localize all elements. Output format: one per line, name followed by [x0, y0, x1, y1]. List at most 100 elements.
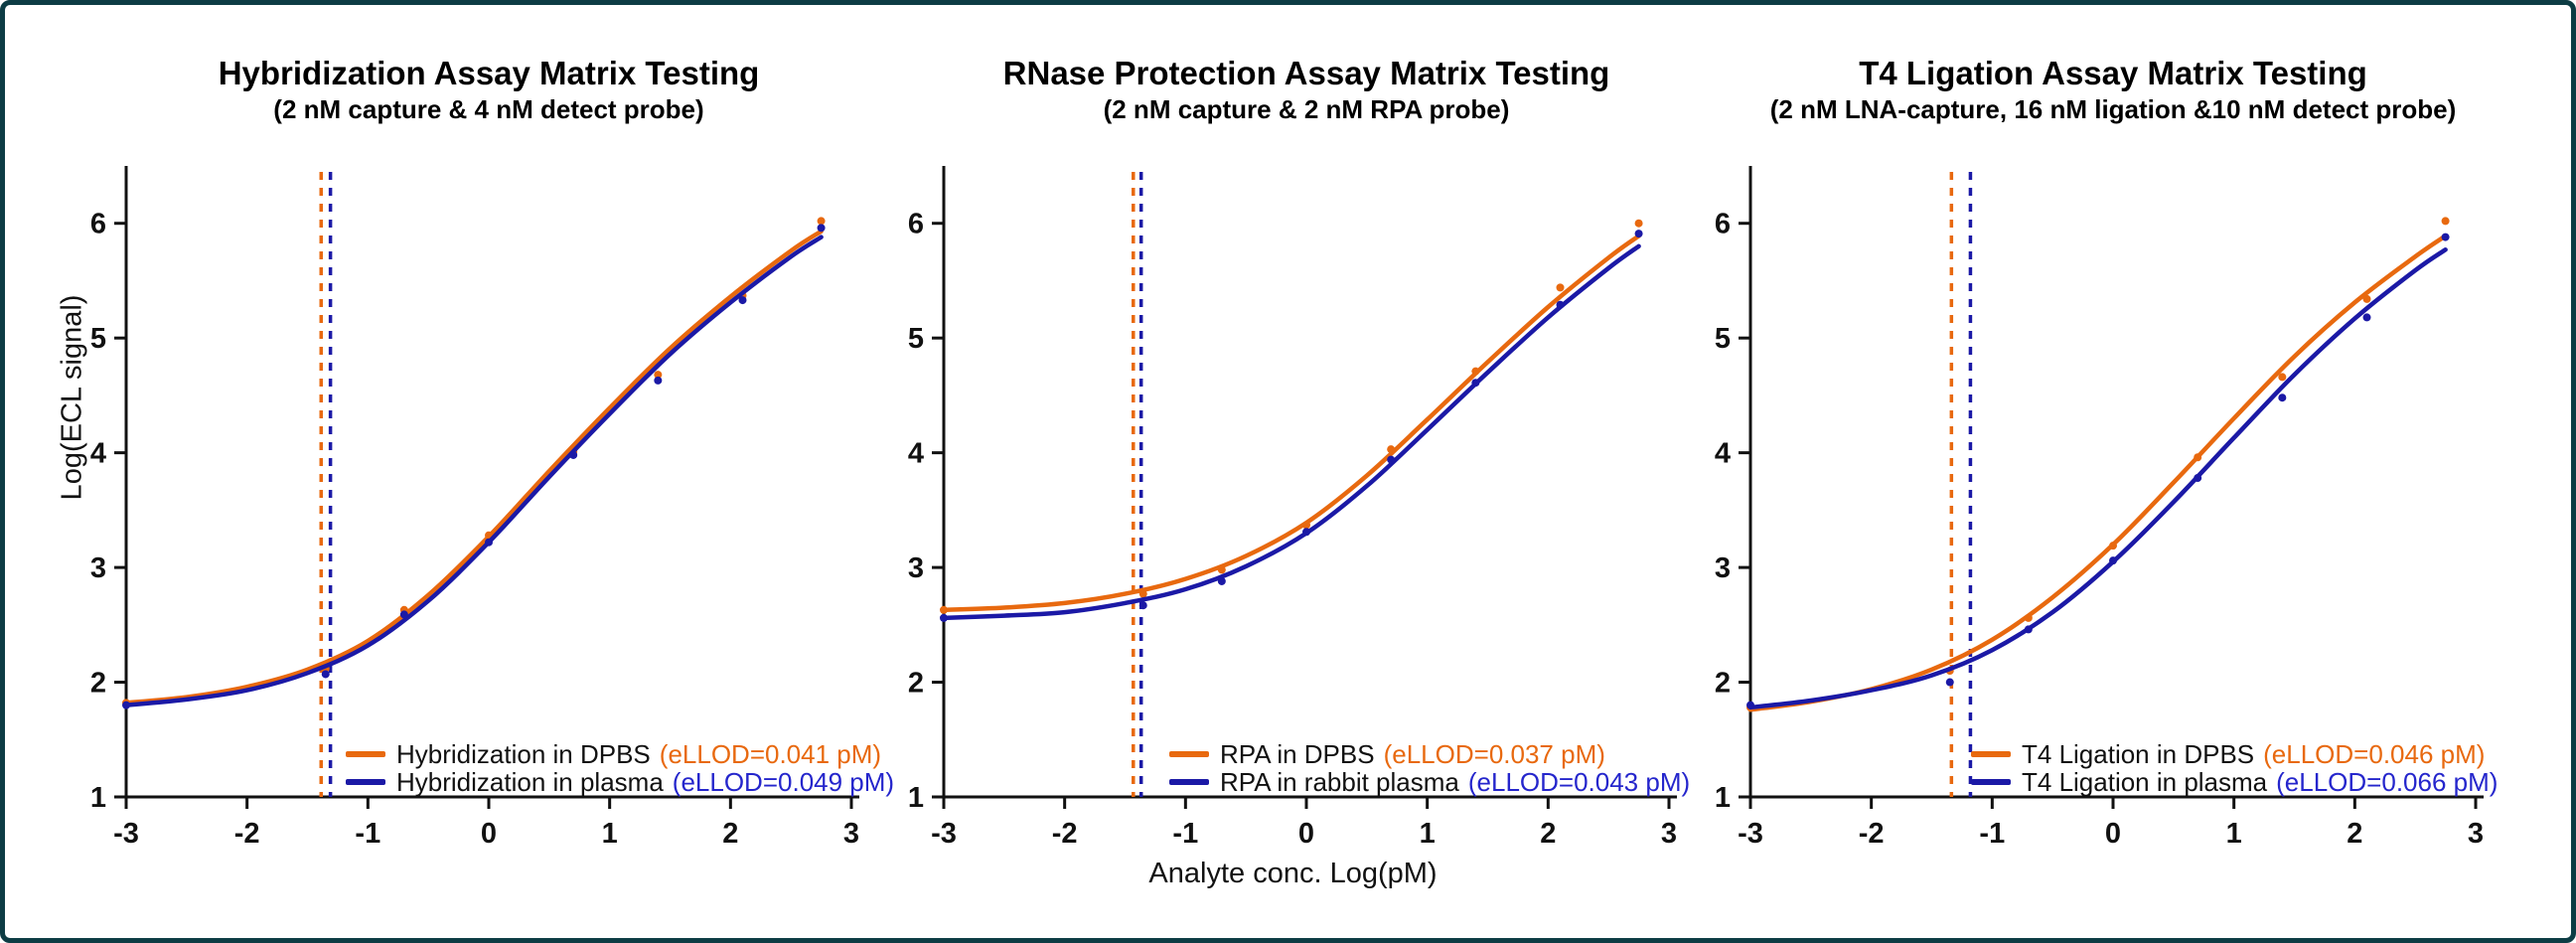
legend-series-name: RPA in rabbit plasma: [1220, 766, 1459, 797]
panel-subtitle: (2 nM LNA-capture, 16 nM ligation &10 nM…: [1769, 93, 2457, 124]
plasma-line-swatch: [1971, 779, 2011, 785]
legend-item-dpbs: Hybridization in DPBS (eLLOD=0.041 pM): [346, 738, 894, 769]
data-point-dpbs: [2024, 613, 2033, 622]
data-point-plasma: [654, 376, 663, 385]
assay-dose-response-plots-svg: -3 -2 -1 0 1 2 3 1 2 3 4 5 6 -3 -2 -1 0 1 2 3 1 2 3 4 5 6 -3 -2 -1 0 1…: [90, 166, 2484, 850]
data-point-dpbs: [1138, 589, 1147, 598]
x-tick-label: 2: [722, 818, 738, 850]
legend-item-dpbs: T4 Ligation in DPBS (eLLOD=0.046 pM): [1971, 738, 2498, 769]
y-tick-label: 6: [90, 209, 106, 240]
panel-rnase-protection-assay-matrix-testing: -3 -2 -1 0 1 2 3 1 2 3 4 5 6: [908, 166, 1677, 850]
fit-curve-dpbs: [1747, 234, 2448, 712]
data-point-plasma: [1634, 230, 1643, 238]
y-tick-label: 3: [90, 552, 106, 584]
plasma-line-swatch: [346, 779, 385, 785]
data-point-dpbs: [1302, 521, 1310, 530]
data-point-plasma: [2024, 625, 2033, 634]
x-tick-label: 2: [1540, 818, 1556, 850]
legend-item-plasma: Hybridization in plasma (eLLOD=0.049 pM): [346, 766, 895, 797]
y-tick-label: 5: [1715, 323, 1731, 355]
x-tick-label: 3: [843, 818, 859, 850]
x-tick-label: 1: [602, 818, 618, 850]
legend-rnase-protection: RPA in DPBS (eLLOD=0.037 pM) RPA in rabb…: [1169, 738, 1691, 797]
y-tick-label: 4: [90, 438, 106, 470]
axes-lines: [124, 166, 859, 799]
legend-ellod-value: (eLLOD=0.043 pM): [1467, 766, 1691, 797]
data-point-dpbs: [817, 217, 826, 226]
data-point-plasma: [1556, 300, 1565, 309]
dpbs-line-swatch: [1169, 751, 1209, 757]
y-tick-label: 6: [1715, 209, 1731, 240]
data-point-plasma: [1138, 601, 1147, 610]
x-tick-label: 0: [481, 818, 497, 850]
data-point-plasma: [485, 538, 493, 547]
panel-title: RNase Protection Assay Matrix Testing: [1002, 55, 1610, 91]
legend-item-dpbs: RPA in DPBS (eLLOD=0.037 pM): [1169, 738, 1690, 769]
panel-title-block-rnase-protection: RNase Protection Assay Matrix Testing (2…: [944, 55, 1669, 125]
axes-lines: [1748, 166, 2484, 799]
data-point-plasma: [321, 670, 330, 679]
y-tick-label: 1: [908, 782, 924, 814]
data-point-plasma: [2441, 233, 2450, 241]
panel-title-block-hybridization: Hybridization Assay Matrix Testing (2 nM…: [126, 55, 851, 125]
data-point-dpbs: [2441, 217, 2450, 226]
x-tick-label: -3: [113, 818, 139, 850]
x-tick-label: 3: [2468, 818, 2484, 850]
panel-hybridization-assay-matrix-testing: -3 -2 -1 0 1 2 3 1 2 3 4 5 6: [90, 166, 859, 850]
panel-t4-ligation-assay-matrix-testing: -3 -2 -1 0 1 2 3 1 2 3 4 5 6: [1715, 166, 2484, 850]
legend-hybridization: Hybridization in DPBS (eLLOD=0.041 pM) H…: [346, 738, 895, 797]
fit-curve-plasma: [941, 243, 1641, 621]
fit-curve-dpbs: [123, 229, 824, 706]
y-tick-label: 2: [1715, 668, 1731, 700]
data-point-dpbs: [2194, 453, 2202, 462]
data-point-dpbs: [1634, 219, 1643, 228]
fit-curve-plasma: [123, 235, 824, 707]
x-tick-label: -1: [1979, 818, 2005, 850]
data-point-plasma: [122, 701, 130, 709]
legend-series-name: Hybridization in plasma: [396, 766, 664, 797]
data-point-plasma: [1945, 678, 1954, 687]
data-point-plasma: [817, 224, 826, 233]
y-axis-label: Log(ECL signal): [56, 294, 88, 501]
data-point-plasma: [2362, 313, 2371, 322]
data-point-dpbs: [1387, 445, 1396, 454]
legend-series-name: Hybridization in DPBS: [396, 738, 651, 769]
fit-curve-plasma: [1747, 247, 2448, 710]
data-point-plasma: [1302, 528, 1310, 537]
y-tick-label: 4: [1715, 438, 1731, 470]
x-tick-label: -2: [1859, 818, 1885, 850]
y-tick-label: 6: [908, 209, 924, 240]
y-tick-label: 1: [1715, 782, 1731, 814]
legend-series-name: RPA in DPBS: [1220, 738, 1375, 769]
dpbs-line-swatch: [1971, 751, 2011, 757]
legend-series-name: T4 Ligation in DPBS: [2022, 738, 2255, 769]
panel-title-block-t4-ligation: T4 Ligation Assay Matrix Testing (2 nM L…: [1750, 55, 2476, 125]
plasma-line-swatch: [1169, 779, 1209, 785]
legend-ellod-value: (eLLOD=0.046 pM): [2263, 738, 2486, 769]
legend-t4-ligation: T4 Ligation in DPBS (eLLOD=0.046 pM) T4 …: [1971, 738, 2498, 797]
x-tick-label: -1: [355, 818, 380, 850]
legend-ellod-value: (eLLOD=0.049 pM): [672, 766, 895, 797]
data-point-dpbs: [940, 605, 948, 614]
panel-title: T4 Ligation Assay Matrix Testing: [1859, 55, 2367, 91]
data-point-dpbs: [2362, 294, 2371, 303]
data-point-dpbs: [1556, 283, 1565, 292]
x-tick-label: 0: [2105, 818, 2121, 850]
data-point-dpbs: [1217, 565, 1226, 574]
data-point-plasma: [569, 450, 578, 459]
data-point-plasma: [1471, 379, 1480, 388]
data-point-dpbs: [2109, 542, 2117, 550]
data-point-plasma: [1217, 576, 1226, 585]
x-tick-label: 3: [1661, 818, 1677, 850]
data-point-plasma: [399, 610, 408, 619]
legend-item-plasma: T4 Ligation in plasma (eLLOD=0.066 pM): [1971, 767, 2498, 797]
data-point-dpbs: [654, 371, 663, 380]
panel-subtitle: (2 nM capture & 2 nM RPA probe): [1103, 93, 1510, 124]
x-tick-label: -2: [234, 818, 260, 850]
x-tick-label: -3: [1738, 818, 1763, 850]
y-tick-label: 1: [90, 782, 106, 814]
panel-title: Hybridization Assay Matrix Testing: [218, 55, 760, 91]
legend-ellod-value: (eLLOD=0.041 pM): [659, 738, 882, 769]
fit-curve-dpbs: [941, 234, 1641, 613]
